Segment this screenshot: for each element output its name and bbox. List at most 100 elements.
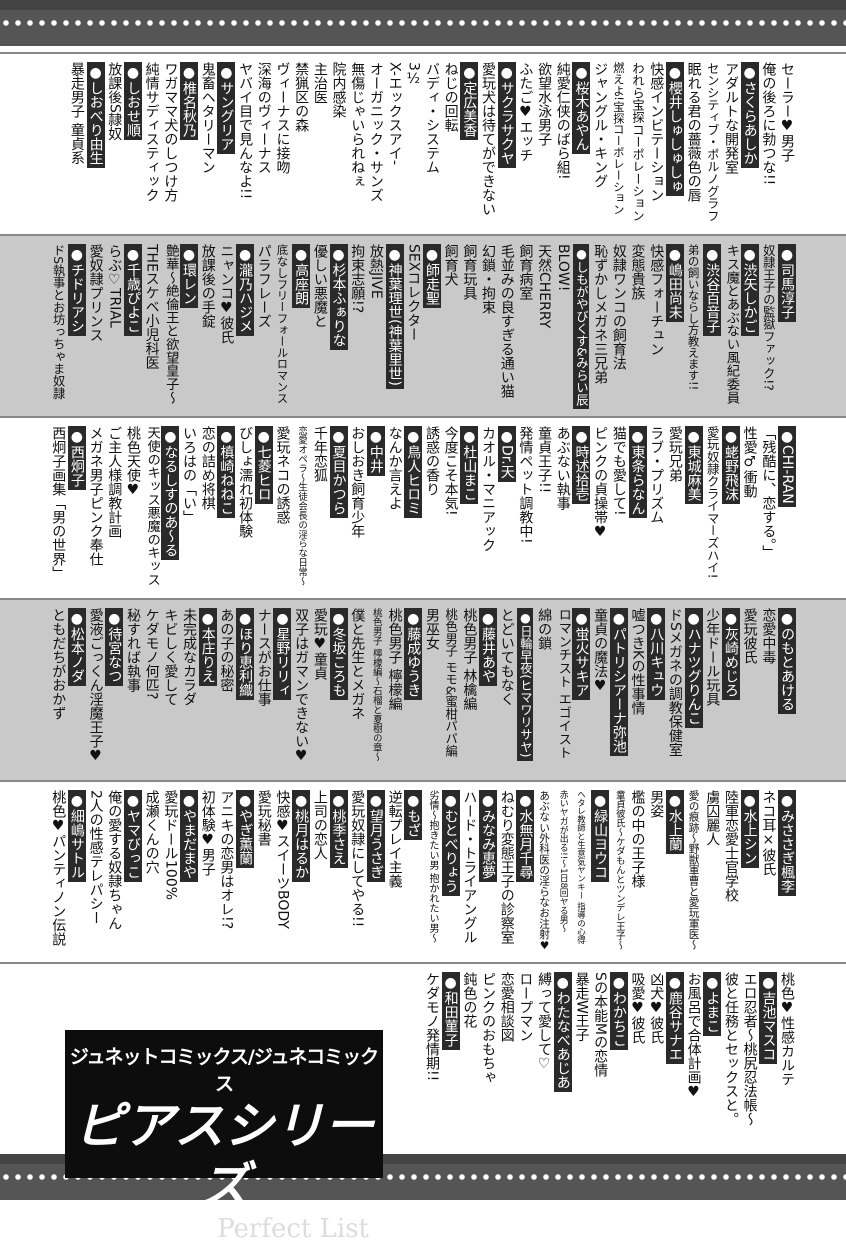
author-column: 西炯子: [67, 426, 86, 594]
author-column: みなみ恵夢: [478, 790, 497, 958]
book-title: おしおき飼育少年: [349, 426, 366, 538]
title-column: ケダモノ発情期!!: [422, 972, 441, 1140]
author-column: 渋矢しかご: [740, 244, 759, 412]
author-column: 夏目かつら: [329, 426, 348, 594]
book-title: 天使のキッス悪魔のキッス: [144, 426, 160, 586]
title-column: 鈍色の花: [460, 972, 479, 1140]
book-title: ロープマン: [517, 972, 534, 1042]
book-title: 愛奴隷プリンス: [87, 244, 104, 342]
book-title: 綿の鎖: [536, 608, 553, 650]
title-column: とどいてもなく: [497, 608, 516, 776]
title-column: らぶ♡TRIAL: [105, 244, 124, 412]
book-title: 西炯子画集「男の世界」: [50, 426, 67, 580]
list: セーラー♥男子俺の後ろに勃つな!!さくらあしかアダルトな開発室センシティブ・ポル…: [0, 52, 846, 1144]
title-column: Sの本能Mの恋情: [590, 972, 609, 1140]
book-title: 放課後の手錠: [199, 244, 216, 328]
title-column: ネコ耳×彼氏: [759, 790, 778, 958]
title-column: センシティブ・ポルノグラフ: [703, 62, 722, 230]
series-title: ピアスシリーズ: [74, 1097, 374, 1215]
title-column: 双子はガマンできない♥: [291, 608, 310, 776]
author-name: のもとあける: [778, 608, 796, 714]
book-title: 眠れる君の薔薇色の唇: [685, 62, 702, 202]
book-title: ピンクの貞操帯♥: [592, 426, 609, 540]
title-column: 暴走W王子: [572, 972, 591, 1140]
title-column: 上司の恋人: [310, 790, 329, 958]
author-column: チドリアシ: [67, 244, 86, 412]
title-column: 天使のキッス悪魔のキッス: [142, 426, 161, 594]
book-title: メガネ男子ピンク奉仕: [87, 426, 104, 566]
title-column: 童貞王子!!: [534, 426, 553, 594]
author-column: やまだまや: [179, 790, 198, 958]
book-title: 飼育病室: [517, 244, 534, 300]
book-title: 桃色男子 檸檬編〜石榴と夏樹の章〜: [370, 608, 382, 762]
title-column: あの子の秘密: [217, 608, 236, 776]
author-name: 中井: [366, 426, 385, 476]
author-column: しもがやびくす&みらい辰: [572, 244, 591, 412]
title-column: ご主人様調教計画: [105, 426, 124, 594]
book-title: 恋愛オペラ〜生徒会長の淫らな日常〜: [296, 426, 308, 586]
book-title: 深海のヴィーナス: [255, 62, 272, 174]
author-name: 椎名秋乃: [180, 62, 198, 140]
author-name: みなみ恵夢: [479, 790, 497, 882]
book-title: ラブ・プリズム: [648, 426, 665, 524]
title-column: ロープマン: [516, 972, 535, 1140]
title-column: 桃色天使♥: [123, 426, 142, 594]
title-column: 深海のヴィーナス: [254, 62, 273, 230]
title-column: 奴隷ワンコの飼育法: [609, 244, 628, 412]
title-column: 初体験♥男子: [198, 790, 217, 958]
title-column: おしおき飼育少年: [348, 426, 367, 594]
author-column: 藤成ゆうき: [404, 608, 423, 776]
title-column: 逆転プレイ主義: [385, 790, 404, 958]
series-subtitle: Perfect List: [217, 1214, 369, 1244]
book-title: 毛並みの良すぎる通い猫: [498, 244, 515, 398]
title-column: 劣情〜抱きたい男 抱かれたい男〜: [422, 790, 441, 958]
book-title: 性愛♂衝動: [741, 426, 758, 498]
book-title: あぶない執事: [554, 426, 571, 510]
author-name: 渋矢しかご: [740, 244, 759, 336]
author-name: 神葉理世(神葉里世): [385, 244, 404, 389]
book-title: 成瀬くんの穴: [143, 790, 160, 874]
book-title: センシティブ・ポルノグラフ: [705, 62, 720, 222]
title-column: メガネ男子ピンク奉仕: [86, 426, 105, 594]
book-title: 双子はガマンできない♥: [293, 608, 310, 764]
title-column: 性愛♂衝動: [740, 426, 759, 594]
author-column: 星野リリィ: [273, 608, 292, 776]
title-column: 愛玩彼氏: [740, 608, 759, 776]
title-column: 西炯子画集「男の世界」: [49, 426, 68, 594]
title-column: 少年ドール玩具: [703, 608, 722, 776]
author-column: Dr.天: [497, 426, 516, 594]
author-column: 東条らなん: [628, 426, 647, 594]
author-name: 緑山ヨウコ: [591, 790, 610, 882]
book-title: 彼と任務とセックスと。: [722, 972, 739, 1126]
author-name: 桃季さえ: [329, 790, 348, 868]
book-title: ジャングル・キング: [592, 62, 609, 188]
author-name: 灰崎めじろ: [721, 608, 740, 700]
title-column: 愛の痕跡〜野獣軍曹と愛玩軍医〜: [684, 790, 703, 958]
author-name: ほり恵利織: [236, 608, 255, 700]
author-column: 櫻井しゅしゅしゅ: [665, 62, 684, 230]
book-title: ピンクのおもちゃ: [480, 972, 496, 1084]
author-column: しおべり由生: [86, 62, 105, 230]
book-title: ヤバイ目で見んなよ!!: [237, 62, 254, 200]
title-column: 俺の愛する奴隷ちゃん: [105, 790, 124, 958]
book-title: ともだちがおかず: [50, 608, 67, 720]
title-column: 優しい悪魔と: [310, 244, 329, 412]
author-column: 灰崎めじろ: [721, 608, 740, 776]
book-title: 童貞の魔法♥: [592, 608, 609, 694]
book-title: 恋愛中毒: [760, 608, 777, 664]
author-name: 桜木あやん: [572, 62, 591, 154]
book-title: 飼育犬: [442, 244, 459, 286]
title-column: 愛玩ドール100%: [161, 790, 180, 958]
book-title: 愛玩奴隷クライマーズハイ!: [705, 426, 720, 579]
book-title: カオル・マニアック: [480, 426, 496, 552]
title-column: 童貞の魔法♥: [590, 608, 609, 776]
book-title: 童貞彼氏〜ケダもんとツンデレ王子〜: [613, 790, 625, 950]
book-title: 今度こそ本気!: [442, 426, 459, 516]
title-column: 無傷じゃいられねぇ: [348, 62, 367, 230]
title-column: 恥ずかしメガネ三兄弟: [590, 244, 609, 412]
title-column: ナースがお仕事: [254, 608, 273, 776]
author-name: 杉本ふぁりな: [329, 244, 348, 350]
book-title: ケダモノ何匹?: [143, 608, 160, 700]
book-title: 桃色男子 モモ&蜜柑パパ編: [443, 608, 458, 757]
